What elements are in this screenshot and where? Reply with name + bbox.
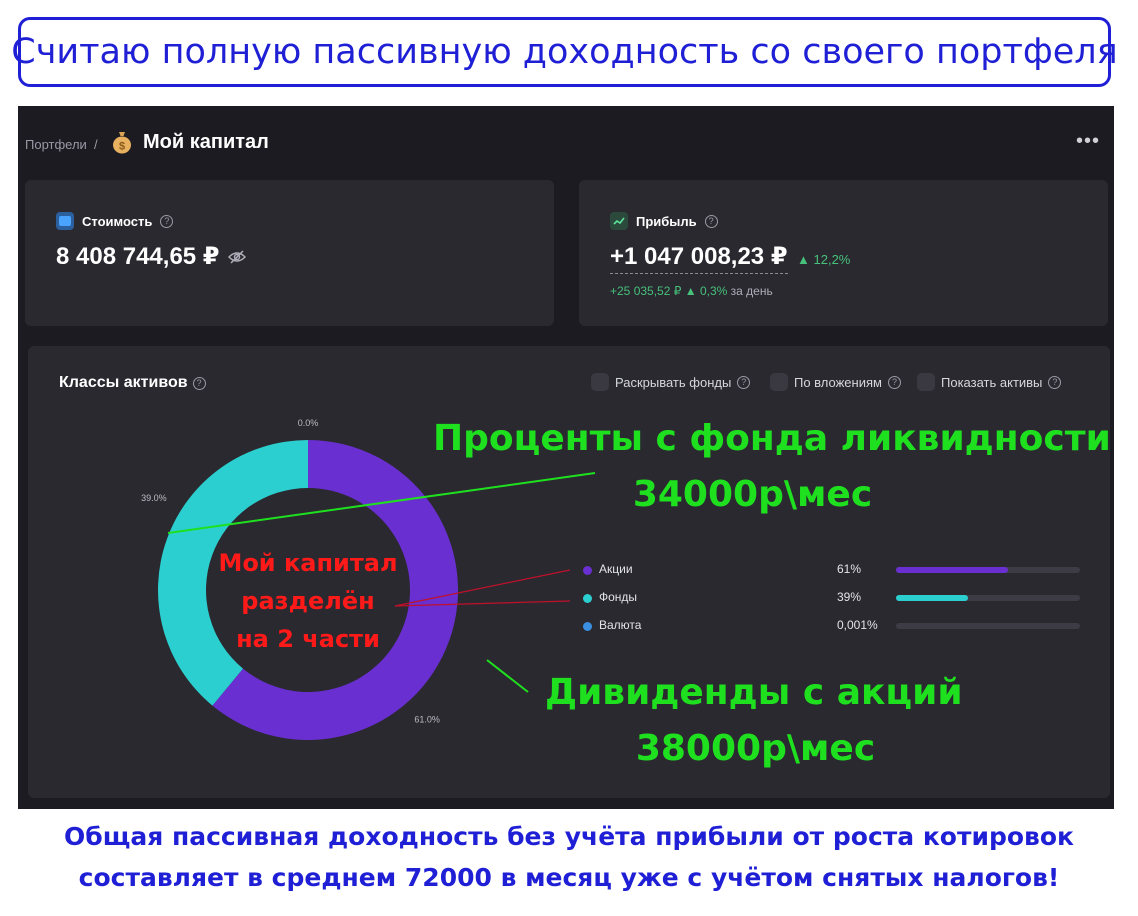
- value-label: Стоимость: [82, 213, 153, 229]
- option-expand-funds[interactable]: Раскрывать фонды ?: [591, 373, 751, 391]
- legend-name: Фонды: [599, 590, 638, 604]
- annotation-liquidity-title: Проценты с фонда ликвидности: [433, 418, 1111, 459]
- legend-dot: [583, 594, 592, 603]
- triangle-up-icon: ▲: [797, 252, 810, 267]
- asset-classes-title: Классы активов ?: [59, 374, 206, 392]
- top-bar: Портфели / $ Мой капитал •••: [18, 124, 1114, 164]
- profit-value: +1 047 008,23 ₽: [610, 242, 788, 274]
- day-percent: 0,3%: [699, 284, 728, 298]
- help-icon[interactable]: ?: [160, 214, 174, 228]
- annotation-liquidity-amount: 34000р\мес: [632, 474, 873, 515]
- legend-percent: 61%: [837, 562, 862, 576]
- donut-label-1: 39.0%: [141, 493, 167, 503]
- checkbox[interactable]: [770, 373, 788, 391]
- checkbox[interactable]: [591, 373, 609, 391]
- profit-label: Прибыль: [636, 213, 697, 229]
- legend-dot: [583, 622, 592, 631]
- help-icon[interactable]: ?: [887, 375, 901, 389]
- day-suffix: за день: [730, 284, 773, 298]
- asset-classes-title-text: Классы активов: [59, 374, 188, 391]
- day-amount: +25 035,52 ₽: [610, 284, 682, 298]
- value-card: Стоимость ? 8 408 744,65 ₽: [25, 180, 554, 326]
- option-by-investments[interactable]: По вложениям ?: [770, 373, 901, 391]
- legend-bar-fill: [896, 595, 968, 601]
- trend-chart-icon: [610, 212, 628, 230]
- wallet-icon: [56, 212, 74, 230]
- headline-banner: Считаю полную пассивную доходность со св…: [11, 17, 1118, 87]
- center-line-1: Мой капитал: [218, 549, 398, 577]
- legend-bar-track: [896, 567, 1080, 573]
- legend-bar-fill: [896, 567, 1009, 573]
- footer-line-2: составляет в среднем 72000 в месяц уже с…: [78, 863, 1060, 892]
- legend-name: Валюта: [599, 618, 642, 632]
- legend-percent: 39%: [837, 590, 862, 604]
- option-label: Раскрывать фонды: [615, 374, 732, 390]
- help-icon[interactable]: ?: [737, 375, 751, 389]
- center-line-3: на 2 части: [236, 625, 380, 653]
- help-icon[interactable]: ?: [704, 214, 718, 228]
- checkbox[interactable]: [917, 373, 935, 391]
- more-options-icon[interactable]: •••: [1075, 130, 1100, 152]
- profit-percent-value: 12,2%: [813, 252, 851, 267]
- legend-item[interactable]: Акции 61%: [583, 560, 1083, 580]
- option-label: Показать активы: [941, 374, 1043, 390]
- legend-item[interactable]: Фонды 39%: [583, 588, 1083, 608]
- legend-item[interactable]: Валюта 0,001%: [583, 616, 1083, 636]
- annotation-center-text: Мой капитал разделён на 2 части: [210, 544, 406, 658]
- donut-label-0: 61.0%: [414, 714, 440, 724]
- triangle-up-icon: ▲: [684, 284, 697, 298]
- profit-card: Прибыль ? +1 047 008,23 ₽ ▲ 12,2% +25 03…: [579, 180, 1108, 326]
- breadcrumb-portfolios[interactable]: Портфели: [25, 137, 87, 152]
- headline-text: Считаю полную пассивную доходность со св…: [11, 32, 1118, 72]
- breadcrumb-separator: /: [94, 137, 98, 152]
- option-label: По вложениям: [794, 374, 882, 390]
- profit-percent: ▲ 12,2%: [797, 252, 850, 267]
- legend-dot: [583, 566, 592, 575]
- annotation-dividends-amount: 38000р\мес: [635, 728, 876, 769]
- legend-percent: 0,001%: [837, 618, 878, 632]
- eye-hidden-icon[interactable]: [228, 250, 246, 264]
- portfolio-value: 8 408 744,65 ₽: [56, 243, 220, 270]
- legend-bar-track: [896, 595, 1080, 601]
- center-line-2: разделён: [241, 587, 375, 615]
- footer-caption: Общая пассивная доходность без учёта при…: [0, 816, 1138, 898]
- legend-name: Акции: [599, 562, 633, 576]
- svg-text:$: $: [119, 141, 125, 153]
- footer-line-1: Общая пассивная доходность без учёта при…: [63, 822, 1075, 851]
- donut-label-2: 0.0%: [298, 418, 319, 428]
- help-icon[interactable]: ?: [192, 376, 206, 390]
- annotation-dividends-title: Дивиденды с акций: [545, 672, 963, 713]
- money-bag-icon: $: [113, 132, 131, 154]
- page-title: Мой капитал: [143, 131, 269, 153]
- legend-bar-track: [896, 623, 1080, 629]
- day-change: +25 035,52 ₽ ▲ 0,3% за день: [610, 284, 773, 298]
- help-icon[interactable]: ?: [1048, 375, 1062, 389]
- option-show-assets[interactable]: Показать активы ?: [917, 373, 1062, 391]
